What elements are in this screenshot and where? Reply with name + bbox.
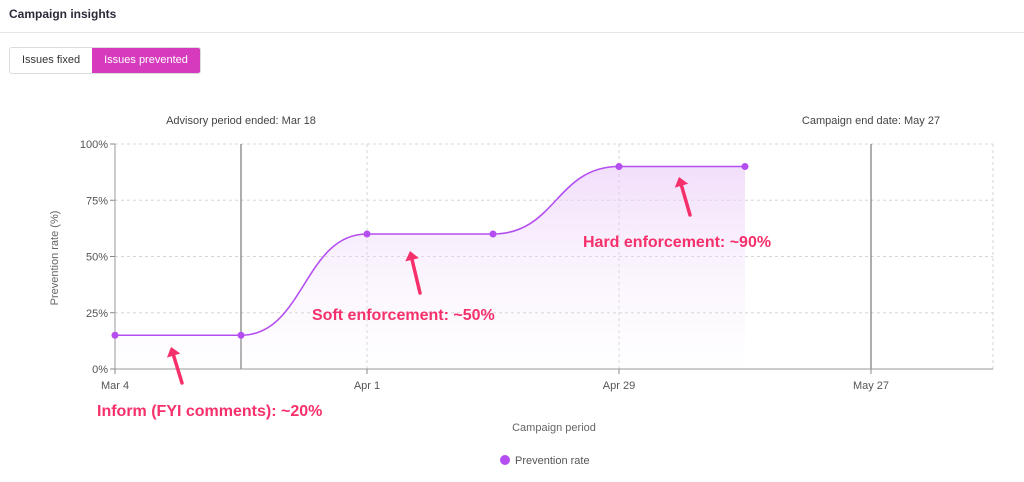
issues-toggle: Issues fixed Issues prevented	[9, 47, 201, 74]
header: Campaign insights	[0, 0, 1024, 33]
x-tick-label: May 27	[853, 380, 889, 392]
x-axis-title: Campaign period	[512, 422, 596, 434]
data-points	[111, 163, 749, 339]
annotation-arrow-head	[166, 347, 181, 358]
annotation-label: Inform (FYI comments): ~20%	[97, 403, 322, 420]
axes: 0% 25% 50% 75% 100% Mar 4 Apr 1 Apr 29 May 27 Cam…	[49, 139, 993, 434]
data-point	[363, 230, 371, 238]
annotation-arrow-shaft	[171, 353, 184, 385]
y-axis-title: Prevention rate (%)	[49, 211, 61, 306]
annotation-arrow-head	[405, 251, 419, 262]
annotation-label: Hard enforcement: ~90%	[583, 234, 771, 251]
y-tick-label: 50%	[86, 252, 108, 264]
issues-prevented-button[interactable]: Issues prevented	[92, 48, 200, 73]
legend-marker	[500, 455, 510, 465]
data-point	[489, 230, 497, 238]
x-tick-label: Apr 1	[354, 380, 380, 392]
legend: Prevention rate	[500, 455, 590, 467]
area-fill	[115, 166, 745, 369]
data-point	[237, 331, 245, 339]
annotation-arrow-shaft	[410, 258, 422, 295]
data-point	[111, 331, 119, 339]
y-tick-label: 75%	[86, 195, 108, 207]
reference-line-label: Campaign end date: May 27	[802, 115, 940, 127]
x-tick-label: Apr 29	[603, 380, 635, 392]
annotation-label: Soft enforcement: ~50%	[312, 307, 495, 324]
series-line	[114, 165, 745, 337]
x-tick-label: Mar 4	[101, 380, 129, 392]
series-area	[115, 166, 745, 369]
y-tick-label: 25%	[86, 308, 108, 320]
annotation-arrow-shaft	[679, 183, 692, 217]
reference-lines: Advisory period ended: Mar 18 Campaign en…	[166, 115, 940, 369]
issues-fixed-button[interactable]: Issues fixed	[10, 48, 93, 73]
legend-label: Prevention rate	[515, 455, 590, 467]
annotations: Inform (FYI comments): ~20% Soft enforcem…	[97, 177, 771, 420]
y-tick-label: 100%	[80, 139, 108, 151]
data-point	[741, 163, 749, 170]
page-title: Campaign insights	[9, 7, 117, 21]
y-tick-label: 0%	[92, 364, 108, 376]
series-line-prevention-rate	[114, 165, 745, 337]
data-point	[615, 163, 623, 170]
reference-line-label: Advisory period ended: Mar 18	[166, 115, 316, 127]
annotation-arrow-head	[674, 177, 689, 188]
